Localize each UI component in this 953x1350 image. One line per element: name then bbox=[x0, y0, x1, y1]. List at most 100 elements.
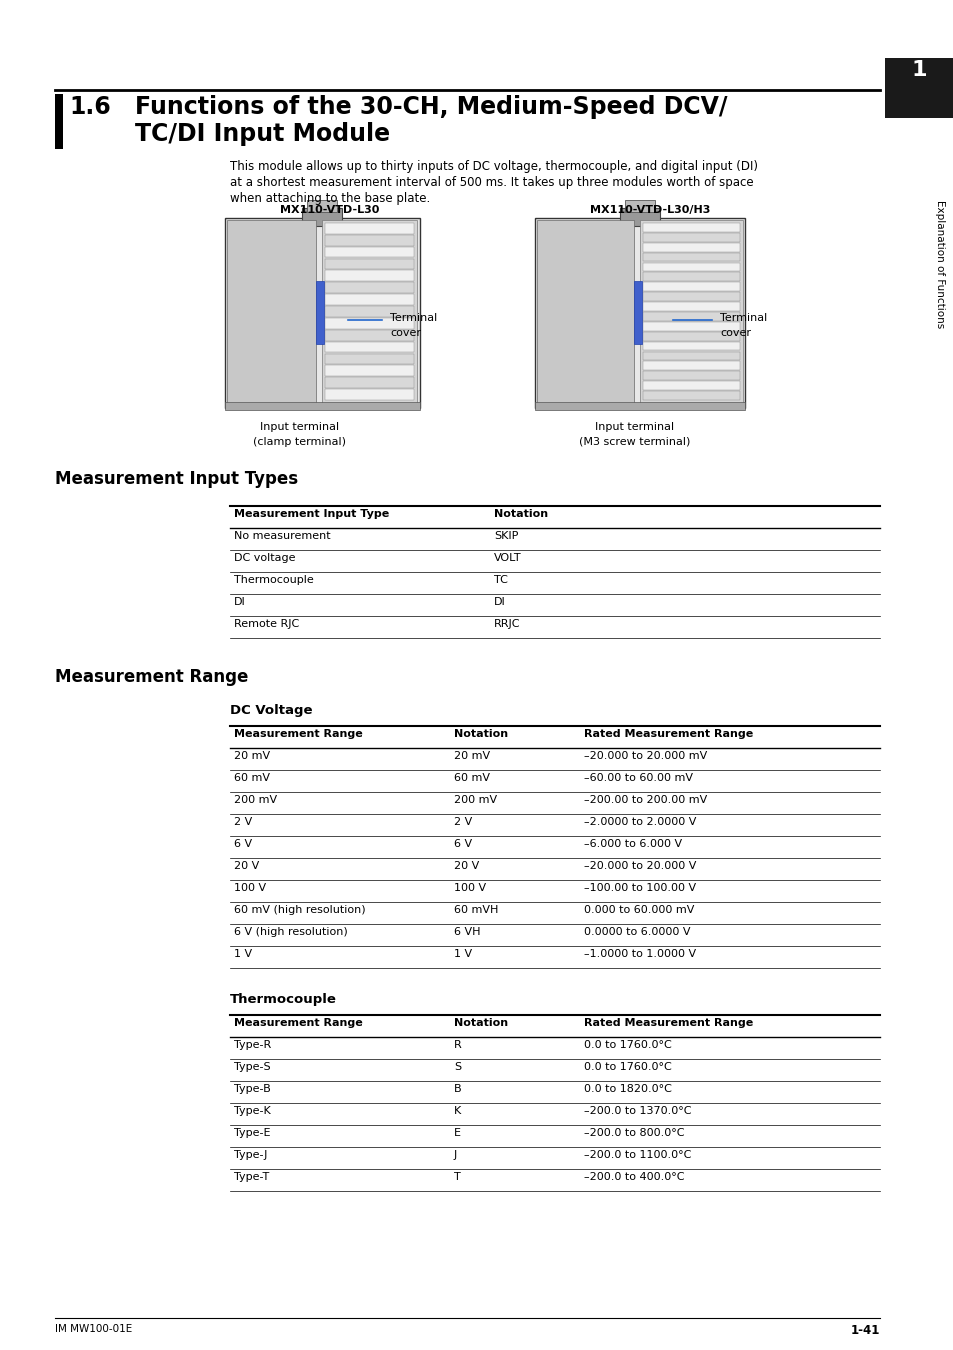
Text: 60 mV (high resolution): 60 mV (high resolution) bbox=[233, 904, 365, 915]
Text: –60.00 to 60.00 mV: –60.00 to 60.00 mV bbox=[583, 774, 692, 783]
Text: Rated Measurement Range: Rated Measurement Range bbox=[583, 1018, 753, 1027]
Bar bbox=[325, 329, 414, 340]
Text: 1 V: 1 V bbox=[454, 949, 472, 958]
Text: 2 V: 2 V bbox=[454, 817, 472, 828]
Text: Measurement Range: Measurement Range bbox=[233, 729, 362, 738]
Text: T: T bbox=[454, 1172, 460, 1183]
Text: (M3 screw terminal): (M3 screw terminal) bbox=[578, 437, 690, 447]
Bar bbox=[535, 402, 744, 410]
Bar bbox=[642, 342, 740, 351]
Text: TC/DI Input Module: TC/DI Input Module bbox=[135, 122, 390, 146]
Text: when attaching to the base plate.: when attaching to the base plate. bbox=[230, 192, 430, 205]
Text: 20 mV: 20 mV bbox=[454, 751, 490, 761]
Text: Measurement Range: Measurement Range bbox=[233, 1018, 362, 1027]
Text: –2.0000 to 2.0000 V: –2.0000 to 2.0000 V bbox=[583, 817, 696, 828]
Text: Type-R: Type-R bbox=[233, 1040, 271, 1050]
Text: VOLT: VOLT bbox=[494, 554, 521, 563]
Text: Input terminal: Input terminal bbox=[260, 423, 339, 432]
Text: 200 mV: 200 mV bbox=[233, 795, 276, 805]
Text: –200.0 to 800.0°C: –200.0 to 800.0°C bbox=[583, 1129, 684, 1138]
Bar bbox=[619, 208, 659, 225]
Text: 6 V: 6 V bbox=[454, 838, 472, 849]
Text: 0.0 to 1820.0°C: 0.0 to 1820.0°C bbox=[583, 1084, 671, 1094]
Text: Rated Measurement Range: Rated Measurement Range bbox=[583, 729, 753, 738]
Bar bbox=[642, 302, 740, 311]
Text: Type-E: Type-E bbox=[233, 1129, 271, 1138]
Text: –20.000 to 20.000 mV: –20.000 to 20.000 mV bbox=[583, 751, 706, 761]
Text: DI: DI bbox=[233, 597, 246, 608]
Text: MX110-VTD-L30/H3: MX110-VTD-L30/H3 bbox=[589, 205, 710, 215]
Bar bbox=[537, 220, 634, 406]
Text: 20 mV: 20 mV bbox=[233, 751, 270, 761]
Text: E: E bbox=[454, 1129, 460, 1138]
Text: Type-K: Type-K bbox=[233, 1106, 271, 1116]
Text: Measurement Input Types: Measurement Input Types bbox=[55, 470, 297, 487]
Text: B: B bbox=[454, 1084, 461, 1094]
Bar bbox=[642, 351, 740, 360]
Bar bbox=[225, 217, 419, 408]
Bar bbox=[642, 381, 740, 390]
Text: 100 V: 100 V bbox=[233, 883, 266, 892]
Text: 0.0000 to 6.0000 V: 0.0000 to 6.0000 V bbox=[583, 927, 690, 937]
Bar bbox=[325, 282, 414, 293]
Bar bbox=[325, 223, 414, 234]
Text: Type-B: Type-B bbox=[233, 1084, 271, 1094]
Text: 2 V: 2 V bbox=[233, 817, 252, 828]
Text: –6.000 to 6.000 V: –6.000 to 6.000 V bbox=[583, 838, 681, 849]
Text: DC Voltage: DC Voltage bbox=[230, 703, 313, 717]
Bar bbox=[325, 247, 414, 258]
Text: Measurement Range: Measurement Range bbox=[55, 668, 248, 686]
Text: –20.000 to 20.000 V: –20.000 to 20.000 V bbox=[583, 861, 696, 871]
Text: K: K bbox=[454, 1106, 460, 1116]
Text: at a shortest measurement interval of 500 ms. It takes up three modules worth of: at a shortest measurement interval of 50… bbox=[230, 176, 753, 189]
Bar bbox=[315, 281, 324, 344]
Text: 1: 1 bbox=[910, 59, 925, 80]
Text: Terminal: Terminal bbox=[720, 313, 766, 323]
Text: 20 V: 20 V bbox=[233, 861, 259, 871]
Bar bbox=[634, 281, 641, 344]
Text: MX110-VTD-L30: MX110-VTD-L30 bbox=[280, 205, 379, 215]
Bar bbox=[624, 200, 655, 212]
Text: Measurement Input Type: Measurement Input Type bbox=[233, 509, 389, 518]
Text: Thermocouple: Thermocouple bbox=[230, 994, 336, 1006]
Text: cover: cover bbox=[390, 328, 420, 338]
Text: 1 V: 1 V bbox=[233, 949, 252, 958]
Text: –200.00 to 200.00 mV: –200.00 to 200.00 mV bbox=[583, 795, 706, 805]
Bar bbox=[307, 200, 336, 212]
Bar bbox=[325, 377, 414, 387]
Bar bbox=[227, 220, 315, 406]
Text: Thermocouple: Thermocouple bbox=[233, 575, 314, 585]
Text: 0.0 to 1760.0°C: 0.0 to 1760.0°C bbox=[583, 1040, 671, 1050]
Bar bbox=[642, 332, 740, 340]
Text: 60 mV: 60 mV bbox=[233, 774, 270, 783]
Bar bbox=[55, 95, 63, 148]
Text: SKIP: SKIP bbox=[494, 531, 517, 541]
Text: No measurement: No measurement bbox=[233, 531, 331, 541]
Bar bbox=[325, 294, 414, 305]
Text: Remote RJC: Remote RJC bbox=[233, 620, 299, 629]
Bar bbox=[642, 371, 740, 381]
Text: 0.000 to 60.000 mV: 0.000 to 60.000 mV bbox=[583, 904, 694, 915]
Bar bbox=[325, 259, 414, 270]
Bar bbox=[325, 306, 414, 317]
Bar bbox=[325, 389, 414, 400]
Bar bbox=[642, 362, 740, 370]
Text: Terminal: Terminal bbox=[390, 313, 436, 323]
Text: TC: TC bbox=[494, 575, 507, 585]
Bar bbox=[642, 392, 740, 400]
Bar bbox=[535, 217, 744, 408]
Text: R: R bbox=[454, 1040, 461, 1050]
Text: (clamp terminal): (clamp terminal) bbox=[253, 437, 346, 447]
Text: This module allows up to thirty inputs of DC voltage, thermocouple, and digital : This module allows up to thirty inputs o… bbox=[230, 161, 758, 173]
Text: Explanation of Functions: Explanation of Functions bbox=[934, 200, 944, 328]
Text: Functions of the 30-CH, Medium-Speed DCV/: Functions of the 30-CH, Medium-Speed DCV… bbox=[135, 95, 727, 119]
Bar bbox=[642, 312, 740, 321]
Bar bbox=[225, 402, 419, 410]
Text: Type-T: Type-T bbox=[233, 1172, 269, 1183]
Text: DC voltage: DC voltage bbox=[233, 554, 295, 563]
Text: 0.0 to 1760.0°C: 0.0 to 1760.0°C bbox=[583, 1062, 671, 1072]
Text: Notation: Notation bbox=[454, 1018, 508, 1027]
Bar bbox=[325, 270, 414, 281]
Text: 20 V: 20 V bbox=[454, 861, 478, 871]
Bar bbox=[322, 220, 416, 406]
